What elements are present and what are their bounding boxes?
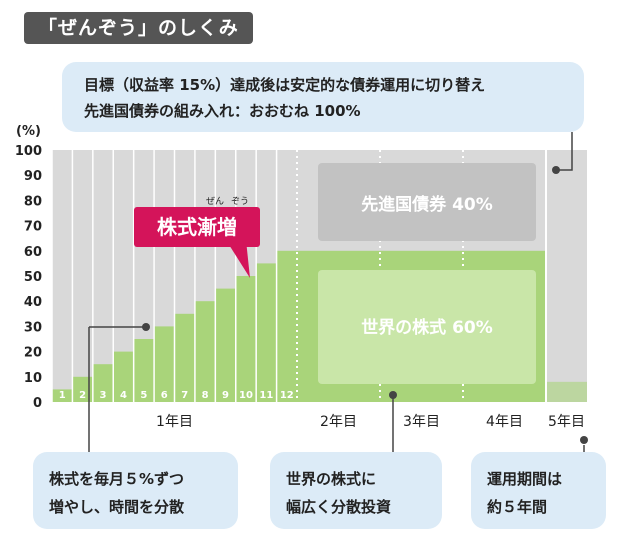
y-tick-label: 100 (15, 144, 42, 159)
leader-dot (389, 391, 397, 399)
page-title: 「ぜんぞう」のしくみ (24, 12, 253, 44)
stock-allocation-box (318, 270, 536, 384)
month-tick-label: 5 (140, 390, 147, 401)
y-tick-label: 70 (24, 220, 42, 235)
y-tick-label: 80 (24, 194, 42, 209)
stock-bar (72, 376, 93, 402)
year-label: 3年目 (403, 414, 440, 430)
badge-pointer (226, 240, 250, 278)
bond-allocation-box (318, 163, 536, 241)
y-axis-unit: (%) (16, 124, 41, 139)
month-tick-label: 8 (202, 390, 209, 401)
month-tick-label: 6 (161, 390, 168, 401)
callout-right-line1: 運用期間は (487, 470, 563, 488)
y-tick-label: 40 (24, 295, 42, 310)
stock-band-year-5 (546, 381, 587, 402)
stock-bar (133, 339, 155, 402)
target-note-line1: 目標（収益率 15%）達成後は安定的な債券運用に切り替え (84, 76, 486, 94)
stock-bar (215, 288, 236, 402)
y-tick-label: 60 (24, 245, 42, 260)
y-tick-label: 10 (24, 371, 42, 386)
callout-mid-line2: 幅広く分散投資 (286, 498, 392, 516)
bond-allocation-label: 先進国債券 40% (361, 194, 493, 215)
badge-ruby-1: ぜん (206, 196, 224, 207)
target-note-line2: 先進国債券の組み入れ：おおむね 100% (84, 102, 361, 120)
stock-bar (52, 389, 73, 402)
target-note-bubble: 目標（収益率 15%）達成後は安定的な債券運用に切り替え 先進国債券の組み入れ：… (62, 62, 584, 132)
leader-dot (552, 166, 560, 174)
month-tick-label: 7 (181, 390, 188, 401)
stock-bar (194, 301, 216, 402)
callout-duration: 運用期間は 約５年間 (471, 452, 606, 529)
stock-bar (92, 364, 114, 402)
callout-mid-line1: 世界の株式に (286, 470, 377, 488)
callout-left-line2: 増やし、時間を分散 (49, 498, 185, 516)
stock-bar (276, 250, 297, 402)
month-tick-label: 9 (222, 390, 229, 401)
month-tick-label: 10 (239, 390, 253, 401)
stock-bar (235, 276, 257, 402)
leader-dot (142, 323, 150, 331)
leader-line (556, 132, 573, 171)
callout-global-diversify: 世界の株式に 幅広く分散投資 (270, 452, 442, 529)
callout-right-line2: 約５年間 (487, 498, 548, 516)
y-tick-label: 30 (24, 320, 42, 335)
callout-monthly-increase: 株式を毎月５%ずつ 増やし、時間を分散 (33, 452, 238, 529)
month-tick-label: 1 (59, 390, 66, 401)
stock-bar (113, 351, 134, 402)
growth-badge (134, 207, 260, 247)
badge-ruby-2: ぞう (231, 196, 249, 207)
stock-bar (174, 313, 195, 402)
month-tick-label: 12 (280, 390, 294, 401)
y-tick-label: 20 (24, 346, 42, 361)
stock-bar (154, 326, 175, 402)
stock-bar (256, 263, 277, 402)
growth-badge-label: 株式漸増 (157, 215, 237, 239)
year-label: 1年目 (156, 414, 193, 430)
stock-allocation-label: 世界の株式 60% (361, 317, 493, 338)
y-tick-label: 90 (24, 169, 42, 184)
month-tick-label: 11 (259, 390, 273, 401)
y-tick-label: 0 (33, 396, 42, 411)
callout-left-line1: 株式を毎月５%ずつ (49, 470, 185, 488)
month-tick-label: 3 (100, 390, 107, 401)
year-label: 4年目 (486, 414, 523, 430)
month-tick-label: 4 (120, 390, 127, 401)
leader-dot (580, 436, 588, 444)
month-tick-label: 2 (79, 390, 86, 401)
y-tick-label: 50 (24, 270, 42, 285)
year-label: 5年目 (548, 414, 585, 430)
year-label: 2年目 (320, 414, 357, 430)
